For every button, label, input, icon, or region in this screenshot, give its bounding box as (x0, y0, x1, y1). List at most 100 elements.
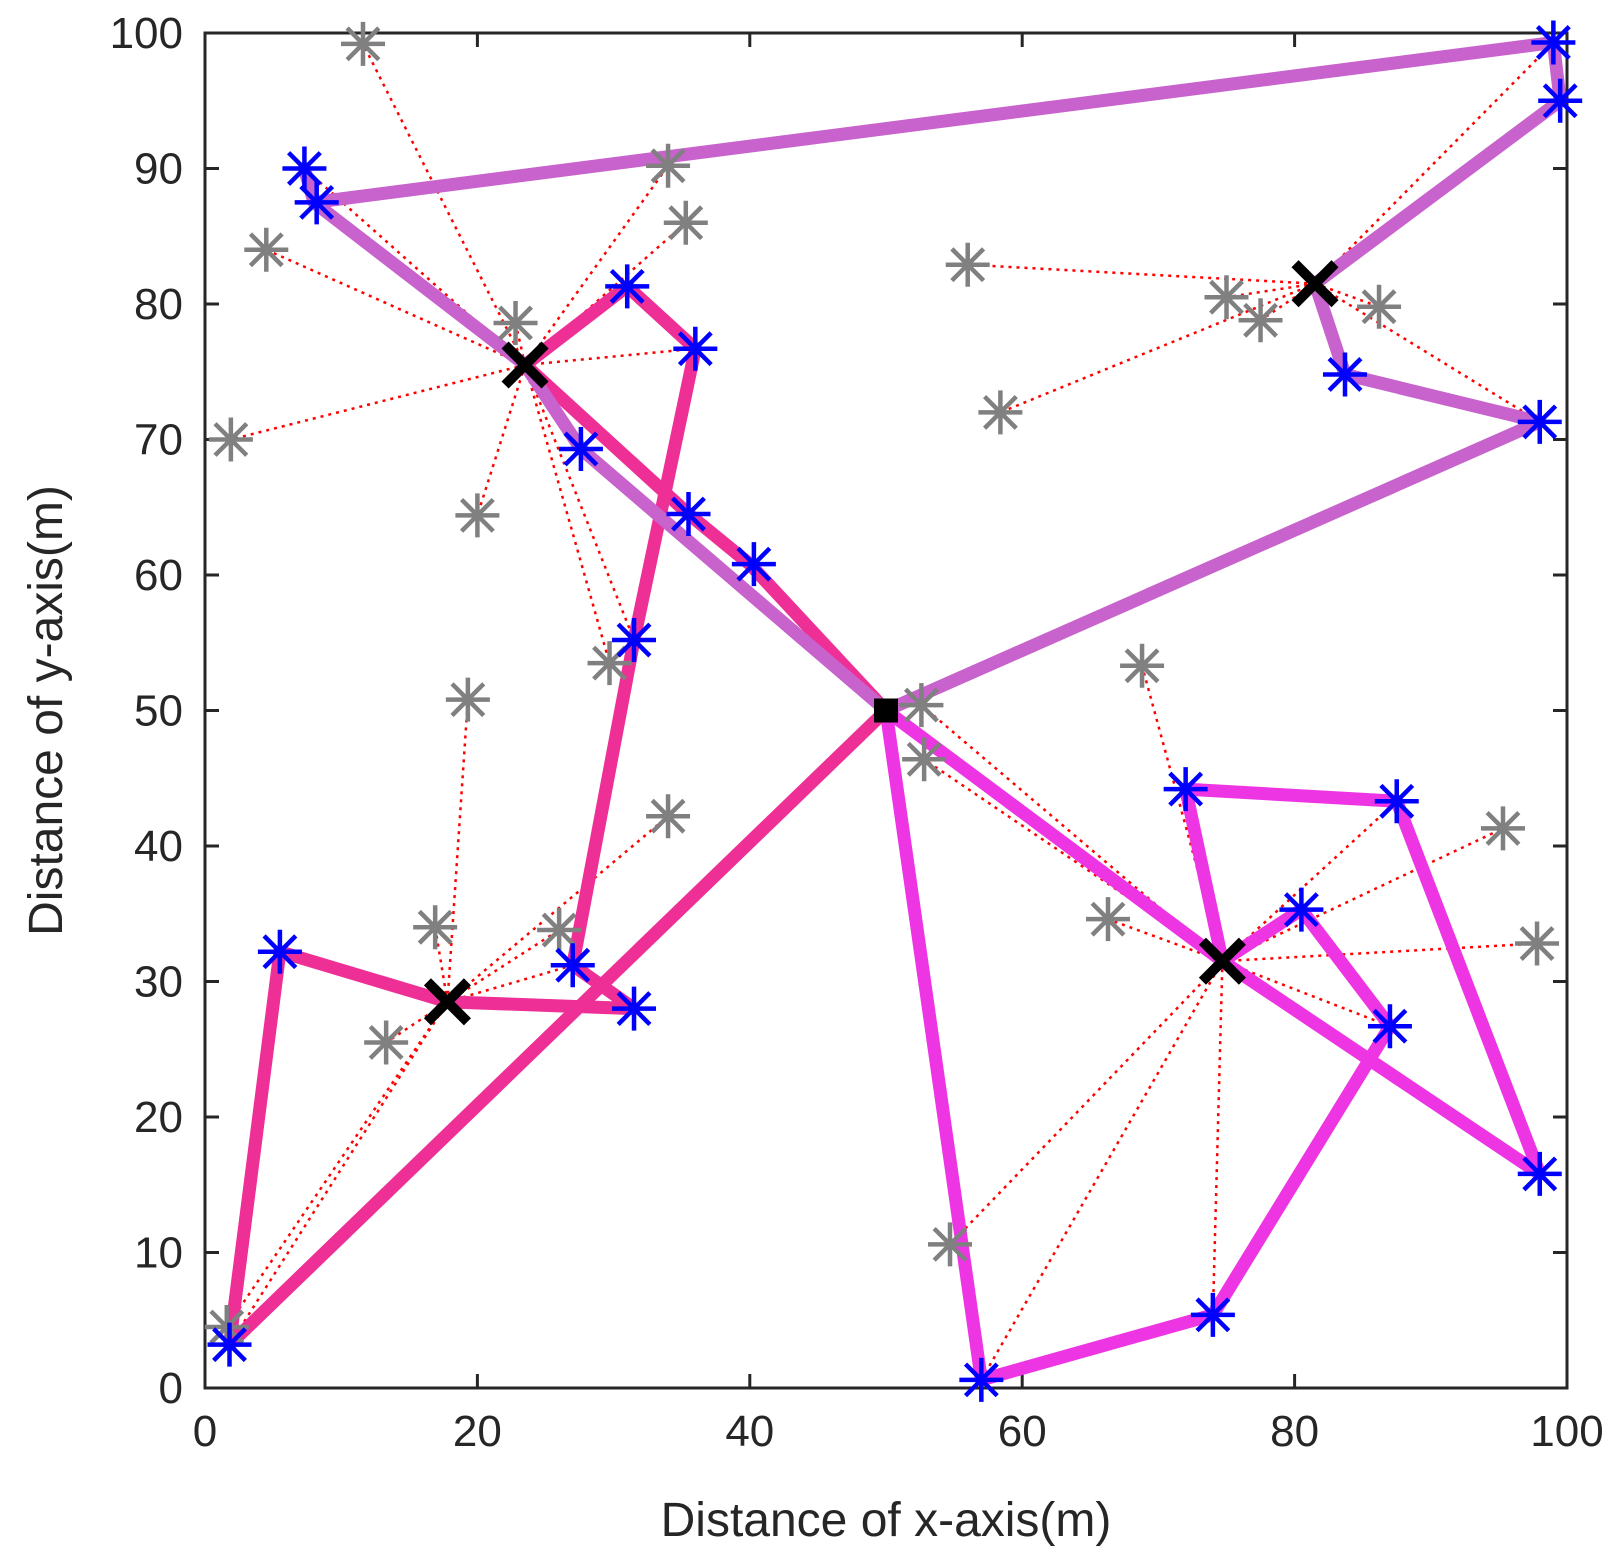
x-tick-label: 40 (725, 1407, 774, 1456)
x-tick-label: 80 (1270, 1407, 1319, 1456)
sensor-node-blue (207, 1322, 252, 1367)
sensor-node-gray (340, 21, 385, 66)
assignment-line (524, 165, 670, 366)
sensor-node-gray (1238, 298, 1283, 343)
sensor-node-gray (1515, 921, 1560, 966)
sensor-node-gray (978, 390, 1023, 435)
sensor-node-gray (646, 143, 691, 188)
sensor-node-gray (1357, 284, 1402, 329)
sensor-node-gray (445, 677, 490, 722)
y-tick-label: 40 (134, 822, 183, 871)
assignment-line (1221, 960, 1391, 1028)
sensor-node-gray (244, 227, 289, 272)
sensor-node-gray (1120, 643, 1165, 688)
assignment-line (447, 964, 574, 1004)
sensor-node-gray (364, 1020, 409, 1065)
axes-group (203, 31, 1569, 1390)
assignment-line (1221, 827, 1504, 963)
y-tick-label: 20 (134, 1093, 183, 1142)
sensor-node-blue (257, 929, 302, 974)
sensor-node-blue (558, 426, 603, 471)
other-nodes (204, 21, 1560, 1350)
sensor-node-gray (899, 683, 944, 728)
sensor-node-blue (612, 618, 657, 663)
sensor-node-gray (455, 493, 500, 538)
y-axis-label: Distance of y-axis(m) (20, 485, 73, 936)
assignment-line (1140, 665, 1224, 962)
y-tick-label: 90 (134, 145, 183, 194)
sensor-node-blue (1279, 887, 1324, 932)
x-tick-label: 100 (1530, 1407, 1603, 1456)
x-tick-label: 60 (998, 1407, 1047, 1456)
y-tick-label: 0 (159, 1364, 183, 1413)
y-tick-label: 30 (134, 958, 183, 1007)
sensor-node-blue (282, 146, 327, 191)
assignment-line (225, 1001, 449, 1328)
sensor-node-blue (959, 1357, 1004, 1402)
x-tick-label: 20 (453, 1407, 502, 1456)
assignment-line (446, 928, 560, 1003)
cluster-head-marker (423, 978, 471, 1026)
sensor-node-blue (1367, 1004, 1412, 1049)
sensor-node-gray (1480, 806, 1525, 851)
sensor-node-blue (1374, 779, 1419, 824)
sensor-node-gray (537, 908, 582, 953)
cluster-head-marker (1291, 260, 1339, 308)
cluster-head-marker (501, 341, 549, 389)
sensor-node-gray (928, 1222, 973, 1267)
sensor-node-blue (612, 986, 657, 1031)
sensor-node-blue (294, 180, 339, 225)
sensor-node-gray (945, 242, 990, 287)
sensor-node-blue (1531, 20, 1576, 65)
sensor-node-blue (550, 943, 595, 988)
sensor-node-gray (663, 200, 708, 245)
y-tick-label: 80 (134, 280, 183, 329)
assignment-line (524, 221, 687, 366)
sensor-node-gray (902, 737, 947, 782)
cluster-heads (423, 260, 1339, 1026)
sensor-node-gray (1086, 897, 1131, 942)
sensor-node-gray (1204, 275, 1249, 320)
assignment-line (446, 699, 470, 1002)
assignment-line (228, 1001, 449, 1346)
sensor-node-blue (1163, 767, 1208, 812)
sensor-node-gray (208, 417, 253, 462)
assignment-line (1314, 282, 1380, 308)
y-tick-label: 50 (134, 687, 183, 736)
sensor-node-gray (646, 794, 691, 839)
assignment-line (1226, 282, 1316, 299)
y-tick-label: 100 (110, 9, 183, 58)
sensor-node-blue (605, 264, 650, 309)
assignment-line (1211, 961, 1224, 1315)
y-tick-label: 10 (134, 1229, 183, 1278)
assignment-line (980, 960, 1224, 1381)
assignment-line (949, 960, 1224, 1246)
assignment-line (523, 364, 636, 641)
sensor-node-blue (1190, 1292, 1235, 1337)
assignment-line (476, 364, 527, 516)
sensor-node-blue (1517, 399, 1562, 444)
assignment-line (1314, 41, 1555, 285)
x-axis-label: Distance of x-axis(m) (661, 1494, 1112, 1547)
tick-labels: 0 20 40 60 80 100 0 10 20 30 40 50 60 70 80 90 100 (110, 9, 1604, 1456)
sensor-node-blue (1538, 78, 1583, 123)
y-tick-label: 70 (134, 416, 183, 465)
assignment-line (523, 364, 611, 664)
assignment-line (230, 363, 526, 441)
visited-nodes (207, 20, 1583, 1402)
sensor-node-blue (731, 542, 776, 587)
sensor-node-blue (1322, 352, 1367, 397)
x-tick-label: 0 (193, 1407, 217, 1456)
y-tick-label: 60 (134, 551, 183, 600)
cluster-head-marker (1198, 937, 1246, 985)
sensor-node-gray (493, 300, 538, 345)
sensor-node-blue (1517, 1151, 1562, 1196)
assignment-line (967, 263, 1316, 285)
sensor-node-blue (673, 326, 718, 371)
base-station (874, 698, 898, 723)
base-station-marker (874, 698, 898, 723)
sensor-node-gray (413, 905, 458, 950)
sensor-node-blue (666, 492, 711, 537)
